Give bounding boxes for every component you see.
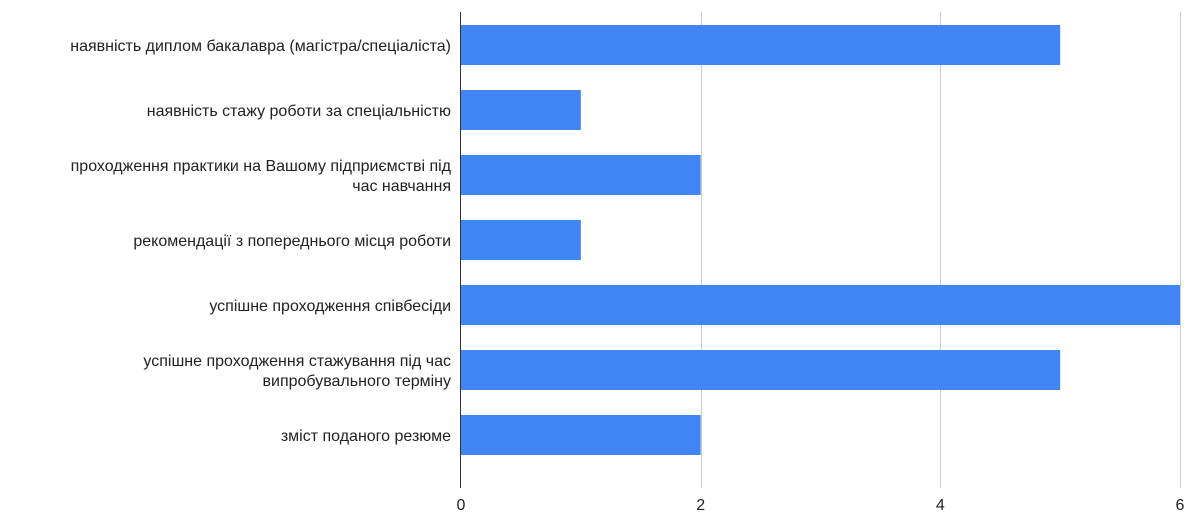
category-label-1: наявність стажу роботи за спеціальністю [147, 103, 451, 120]
x-tick-label-2: 4 [936, 497, 945, 514]
category-label-line: наявність диплом бакалавра (магістра/спе… [70, 38, 451, 55]
category-label-line: рекомендації з попереднього місця роботи [133, 233, 451, 250]
category-label-2: проходження практики на Вашому підприємс… [71, 158, 452, 195]
category-label-3: рекомендації з попереднього місця роботи [133, 233, 451, 250]
x-tick-label-0: 0 [457, 497, 466, 514]
bar-0 [461, 25, 1061, 65]
bar-6 [461, 415, 701, 455]
category-label-line: успішне проходження співбесіди [209, 298, 451, 315]
category-label-4: успішне проходження співбесіди [209, 298, 451, 315]
tick-labels: 0 2 4 6 [457, 497, 1185, 514]
category-label-5: успішне проходження стажування під час ви… [143, 353, 451, 390]
category-label-6: зміст поданого резюме [281, 428, 451, 445]
grid-lines [701, 12, 1181, 488]
category-label-line: проходження практики на Вашому підприємс… [71, 158, 452, 175]
category-label-line: час навчання [352, 178, 451, 195]
category-labels: наявність диплом бакалавра (магістра/спе… [70, 38, 451, 445]
category-label-line: наявність стажу роботи за спеціальністю [147, 103, 451, 120]
bar-3 [461, 220, 581, 260]
category-label-line: успішне проходження стажування під час [143, 353, 451, 370]
bars [461, 25, 1180, 455]
bar-5 [461, 350, 1061, 390]
category-label-line: випробувального терміну [263, 373, 452, 390]
bar-2 [461, 155, 701, 195]
category-label-line: зміст поданого резюме [281, 428, 451, 445]
category-label-0: наявність диплом бакалавра (магістра/спе… [70, 38, 451, 55]
x-tick-label-1: 2 [696, 497, 705, 514]
bar-4 [461, 285, 1180, 325]
x-tick-label-3: 6 [1176, 497, 1185, 514]
bar-1 [461, 90, 581, 130]
